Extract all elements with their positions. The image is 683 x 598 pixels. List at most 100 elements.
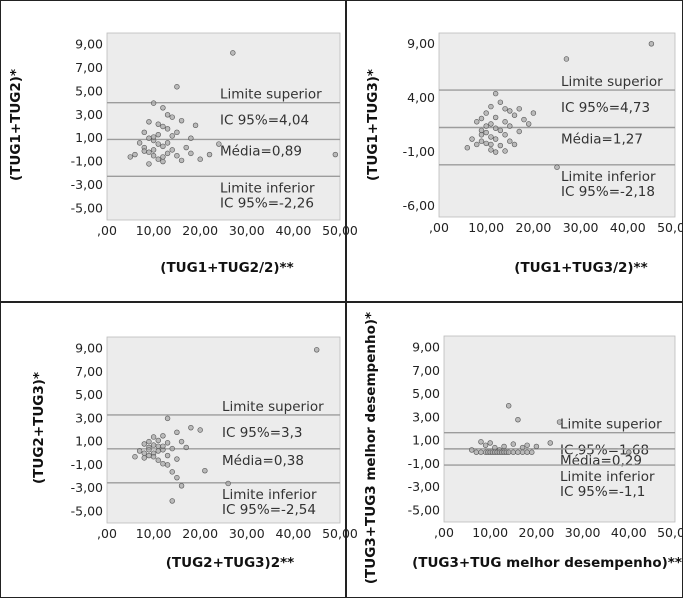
data-point	[530, 110, 537, 116]
data-point	[164, 126, 171, 132]
data-point	[146, 452, 152, 459]
data-point	[155, 121, 161, 127]
line-annotation: Média=0,29	[560, 453, 642, 469]
y-tick-label: 3,00	[75, 107, 103, 122]
data-point	[507, 108, 513, 114]
data-point	[160, 143, 166, 150]
data-point	[474, 141, 480, 148]
data-point	[206, 151, 213, 158]
data-point	[464, 145, 471, 151]
data-point	[155, 448, 161, 454]
line-annotation: IC 95%=4,73	[561, 100, 650, 116]
y-tick-label: 3,00	[75, 410, 103, 425]
data-point	[155, 156, 161, 162]
data-point	[174, 153, 180, 159]
x-tick-label: 20,00	[516, 220, 552, 235]
data-point	[127, 154, 134, 160]
data-point	[502, 148, 508, 154]
data-point	[136, 140, 143, 146]
x-axis-title: (TUG2+TUG3)2**	[166, 555, 294, 571]
data-point	[164, 112, 171, 118]
data-point	[483, 123, 489, 129]
data-point	[519, 444, 526, 451]
x-tick-label: ,00	[434, 525, 454, 540]
data-point	[511, 112, 518, 118]
data-point	[188, 150, 194, 157]
line-annotation: Limite superior	[220, 87, 322, 103]
data-point	[483, 140, 489, 147]
data-point	[478, 449, 484, 455]
x-tick-label: 10,00	[468, 220, 504, 235]
data-point	[164, 415, 171, 422]
data-point	[510, 449, 516, 455]
y-tick-label: 3,00	[412, 409, 440, 424]
data-point	[178, 157, 185, 164]
plot-area	[439, 33, 675, 217]
data-point	[533, 443, 540, 450]
y-tick-label: -3,00	[71, 177, 103, 192]
panel-3: 9,00 7,00 5,00 3,00 1,00 -1,00 -3,00 -5,00 ,00 10…	[0, 302, 358, 598]
data-point	[626, 449, 632, 455]
plot-border	[443, 335, 676, 523]
data-point	[492, 114, 499, 121]
data-point	[183, 444, 189, 451]
data-point	[150, 147, 157, 153]
y-tick-label: -3,00	[408, 479, 440, 494]
y-tick-label: 1,00	[412, 433, 440, 448]
data-point	[492, 125, 499, 131]
data-point	[132, 151, 138, 158]
data-point	[150, 442, 157, 448]
data-point	[178, 438, 185, 445]
data-point	[146, 149, 152, 155]
data-point	[216, 141, 222, 147]
data-point	[183, 144, 189, 151]
data-point	[469, 136, 475, 142]
y-tick-label: -5,00	[71, 200, 103, 215]
line-annotation: IC 95%=-2,26	[220, 195, 314, 211]
x-tick-label: 30,00	[229, 526, 265, 541]
data-point	[483, 129, 489, 136]
line-annotation: IC 95%=1,68	[560, 443, 649, 459]
data-point	[155, 131, 161, 138]
data-point	[502, 106, 508, 112]
data-point	[516, 106, 522, 112]
y-axis-title: (TUG2+TUG3)*	[31, 372, 47, 484]
data-point	[524, 442, 530, 448]
data-point	[519, 449, 526, 455]
line-annotation: Limite inferior	[560, 469, 655, 485]
data-point	[178, 117, 185, 124]
y-tick-label: 9,00	[75, 341, 103, 356]
x-tick-label: 50,00	[657, 220, 683, 235]
data-point	[469, 447, 475, 453]
line-annotation: Limite superior	[222, 399, 324, 415]
data-point	[197, 156, 203, 162]
data-point	[478, 138, 485, 144]
data-point	[169, 133, 175, 139]
x-tick-label: 30,00	[563, 220, 599, 235]
data-point	[497, 142, 504, 149]
y-tick-label: -3,00	[71, 480, 103, 495]
data-point	[482, 442, 489, 448]
data-point	[160, 443, 166, 449]
plot-area	[107, 33, 340, 220]
x-tick-label: 50,00	[322, 223, 358, 238]
data-point	[169, 147, 175, 153]
panel-1: 9,00 7,00 5,00 3,00 1,00 -1,00 -3,00 -5,00 ,00 10…	[0, 0, 358, 302]
plot-area	[444, 336, 675, 522]
data-point	[332, 151, 339, 158]
data-point	[488, 147, 494, 153]
data-point	[473, 449, 480, 455]
data-point	[164, 440, 171, 446]
y-tick-label: 5,00	[412, 386, 440, 401]
data-point	[169, 498, 175, 504]
data-point	[141, 441, 147, 447]
line-annotation: IC 95%=-1,1	[560, 484, 645, 500]
data-point	[160, 433, 166, 439]
data-point	[169, 114, 175, 120]
data-point	[169, 445, 175, 452]
y-tick-label: 9,00	[75, 37, 103, 52]
x-tick-label: 40,00	[611, 525, 647, 540]
data-point	[554, 164, 560, 170]
data-point	[511, 141, 518, 148]
